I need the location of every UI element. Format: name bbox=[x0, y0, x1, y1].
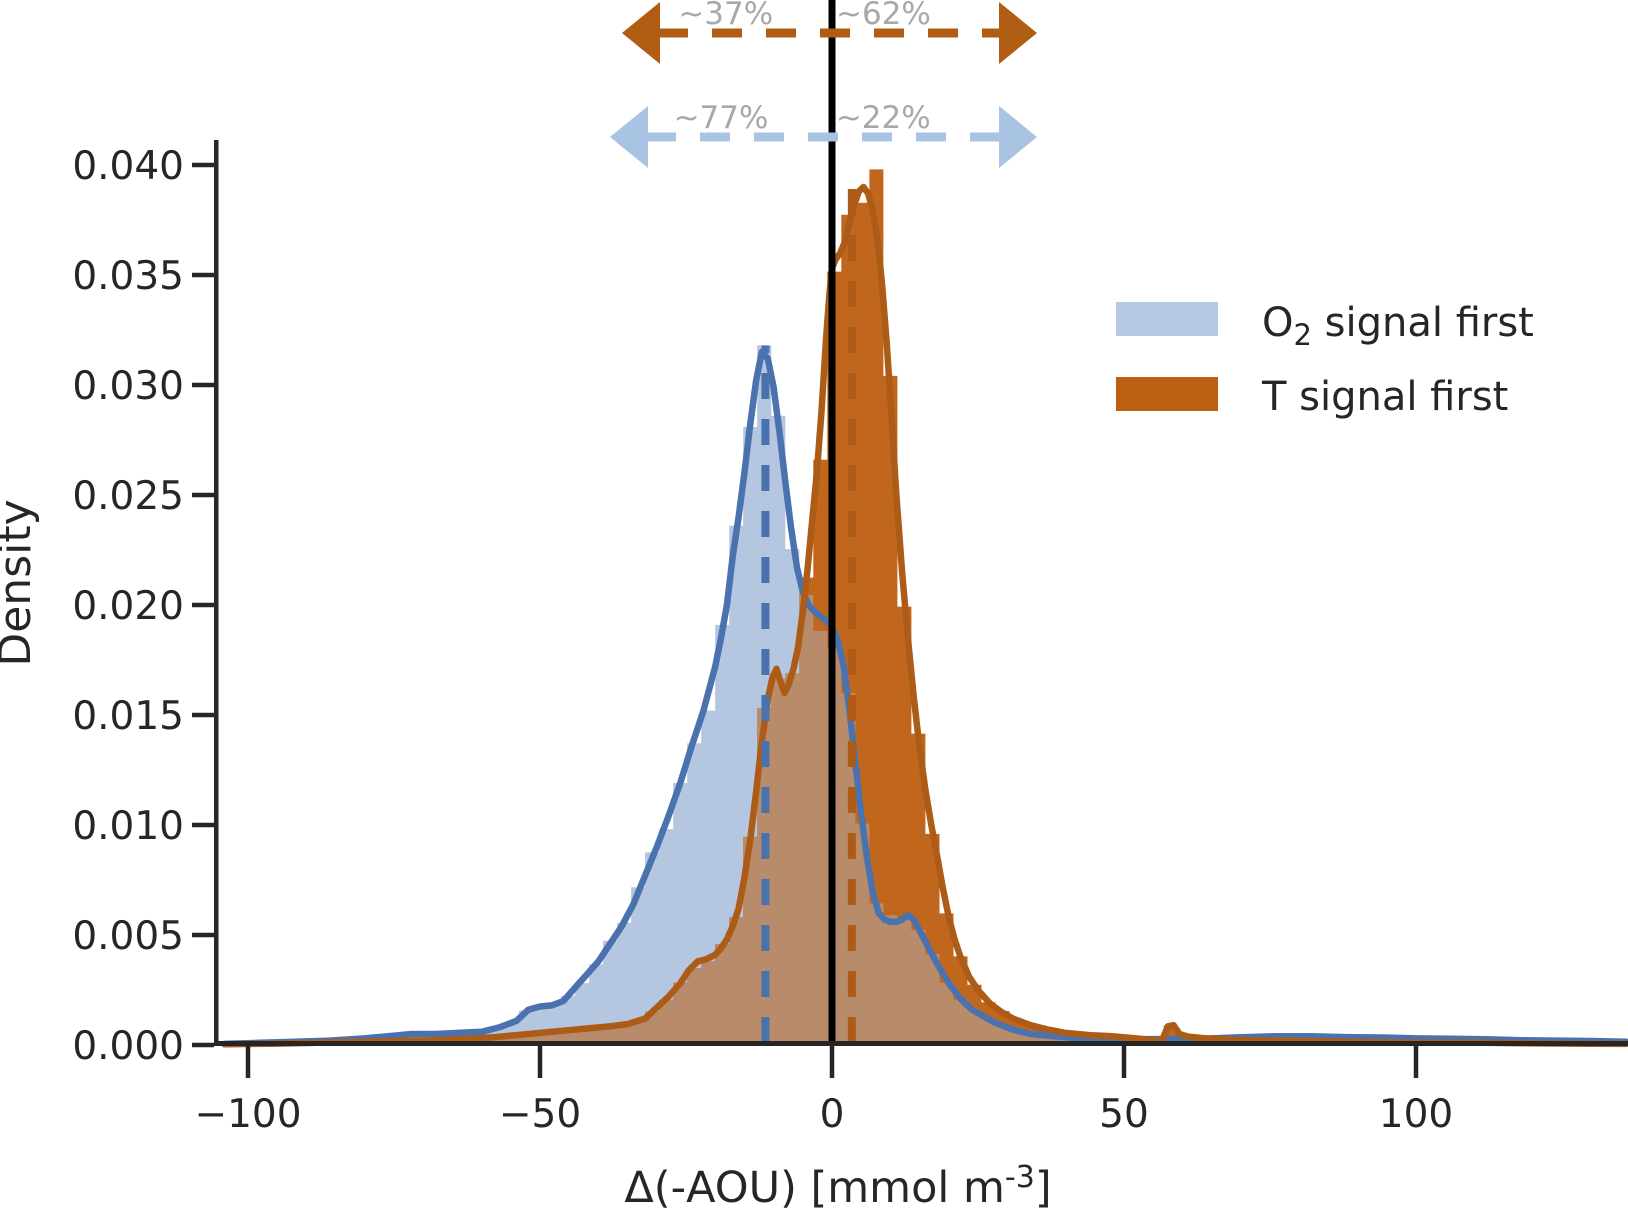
t-signal-arrow-right-arrowhead-icon bbox=[999, 2, 1037, 64]
o2-signal-arrow-left-percent-label: ~77% bbox=[674, 100, 769, 136]
o2-signal-arrow-right-arrowhead-icon bbox=[999, 106, 1037, 168]
x-tick-label-0: −100 bbox=[194, 1092, 301, 1137]
t-signal-arrow-right-percent-label: ~62% bbox=[836, 0, 931, 32]
x-axis-title: Δ(-AOU) [mmol m-3] bbox=[624, 1160, 1051, 1213]
y-tick-label-7: 0.035 bbox=[72, 254, 184, 299]
t-signal-arrow-left-arrowhead-icon bbox=[622, 2, 660, 64]
median-lines bbox=[761, 173, 856, 1043]
legend-swatch-t-signal-first bbox=[1116, 377, 1218, 411]
y-axis-title: Density bbox=[0, 499, 41, 666]
legend-swatch-o2-signal-first bbox=[1116, 302, 1218, 336]
t-signal-density-fill bbox=[224, 169, 1627, 1045]
axes: −100 −50 0 50 100 0.000 0.005 0.010 0.015 0.020 0.… bbox=[72, 140, 1628, 1137]
y-tick-label-0: 0.000 bbox=[72, 1024, 184, 1069]
overlap-density-fill bbox=[224, 595, 1627, 1045]
y-tick-label-1: 0.005 bbox=[72, 914, 184, 959]
t-signal-arrow-left-percent-label: ~37% bbox=[678, 0, 773, 32]
o2-kde-line bbox=[221, 348, 1628, 1048]
t-kde-line bbox=[221, 183, 1628, 1048]
legend: O2 signal first T signal first bbox=[1116, 300, 1534, 420]
y-tick-label-2: 0.010 bbox=[72, 804, 184, 849]
y-tick-label-4: 0.020 bbox=[72, 584, 184, 629]
legend-label-o2-signal-first: O2 signal first bbox=[1262, 300, 1534, 352]
y-tick-label-6: 0.030 bbox=[72, 364, 184, 409]
y-tick-label-5: 0.025 bbox=[72, 474, 184, 519]
x-tick-label-2: 0 bbox=[820, 1092, 845, 1137]
x-tick-label-4: 100 bbox=[1379, 1092, 1453, 1137]
x-axis-spine bbox=[214, 1041, 1628, 1046]
o2-signal-arrow-right-percent-label: ~22% bbox=[836, 100, 931, 136]
density-fills bbox=[224, 169, 1627, 1045]
y-axis-spine bbox=[214, 140, 219, 1046]
annotation-arrows: ~37% ~62% ~77% ~22% bbox=[610, 0, 1037, 168]
x-tick-label-3: 50 bbox=[1099, 1092, 1149, 1137]
y-tick-label-8: 0.040 bbox=[72, 144, 184, 189]
x-tick-label-1: −50 bbox=[499, 1092, 581, 1137]
legend-label-t-signal-first: T signal first bbox=[1261, 374, 1508, 420]
y-tick-label-3: 0.015 bbox=[72, 694, 184, 739]
o2-signal-arrow-left-arrowhead-icon bbox=[610, 106, 648, 168]
kde-lines bbox=[221, 183, 1628, 1048]
